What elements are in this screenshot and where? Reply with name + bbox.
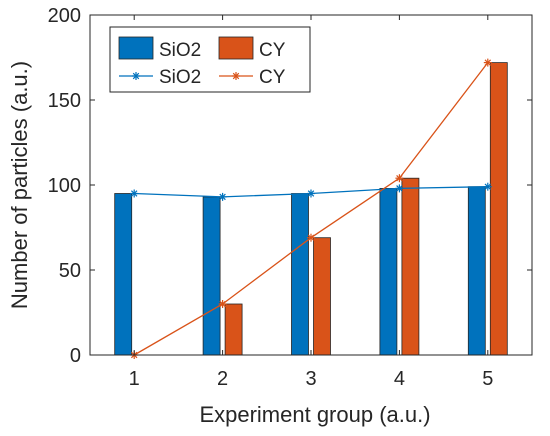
bar-cy-group-2	[224, 303, 243, 356]
legend-label-bar-cy: CY	[259, 40, 286, 61]
legend: SiO2 CY SiO2 CY	[109, 26, 311, 93]
bar-sio2-group-4	[379, 187, 398, 356]
bar-sio2-group-1	[114, 193, 133, 356]
bar-sio2-group-3	[291, 193, 309, 356]
marker-sio2-group-3	[307, 189, 315, 198]
bars-layer	[114, 62, 508, 356]
legend-marker-cy	[232, 72, 240, 80]
marker-cy-group-4	[395, 174, 404, 183]
legend-swatch-bar-cy	[218, 36, 254, 60]
marker-sio2-group-4	[395, 184, 404, 193]
x-axis-label: Experiment group (a.u.)	[199, 402, 430, 427]
x-tick-label: 4	[394, 368, 405, 390]
y-axis: 0 50 100 150 200	[48, 5, 532, 367]
bar-cy-group-3	[313, 237, 331, 356]
y-tick-label: 100	[48, 175, 81, 197]
x-tick-label: 1	[129, 368, 140, 390]
marker-cy-group-3	[307, 233, 315, 242]
marker-cy-group-2	[218, 300, 227, 308]
legend-label-bar-sio2: SiO2	[159, 40, 201, 61]
legend-marker-sio2	[132, 72, 140, 80]
x-tick-label: 5	[482, 368, 493, 390]
y-tick-label: 150	[48, 90, 81, 112]
markers-layer	[130, 58, 492, 359]
bar-cy-group-5	[489, 62, 508, 356]
y-tick-label: 50	[59, 260, 81, 282]
x-axis: 1 2 3 4 5	[129, 15, 493, 390]
marker-sio2-group-5	[483, 182, 492, 191]
marker-sio2-group-1	[130, 189, 139, 198]
legend-label-line-sio2: SiO2	[159, 67, 201, 88]
x-tick-label: 3	[305, 368, 316, 390]
y-axis-label: Number of particles (a.u.)	[7, 61, 32, 309]
y-tick-label: 0	[70, 345, 81, 367]
marker-cy-group-5	[483, 58, 492, 67]
marker-sio2-group-2	[218, 192, 227, 201]
bar-sio2-group-2	[202, 196, 221, 356]
y-tick-label: 200	[48, 5, 81, 27]
legend-swatch-bar-sio2	[118, 36, 154, 60]
x-tick-label: 2	[217, 368, 228, 390]
bar-cy-group-4	[401, 177, 420, 356]
bar-sio2-group-5	[467, 186, 486, 356]
legend-label-line-cy: CY	[259, 67, 286, 88]
